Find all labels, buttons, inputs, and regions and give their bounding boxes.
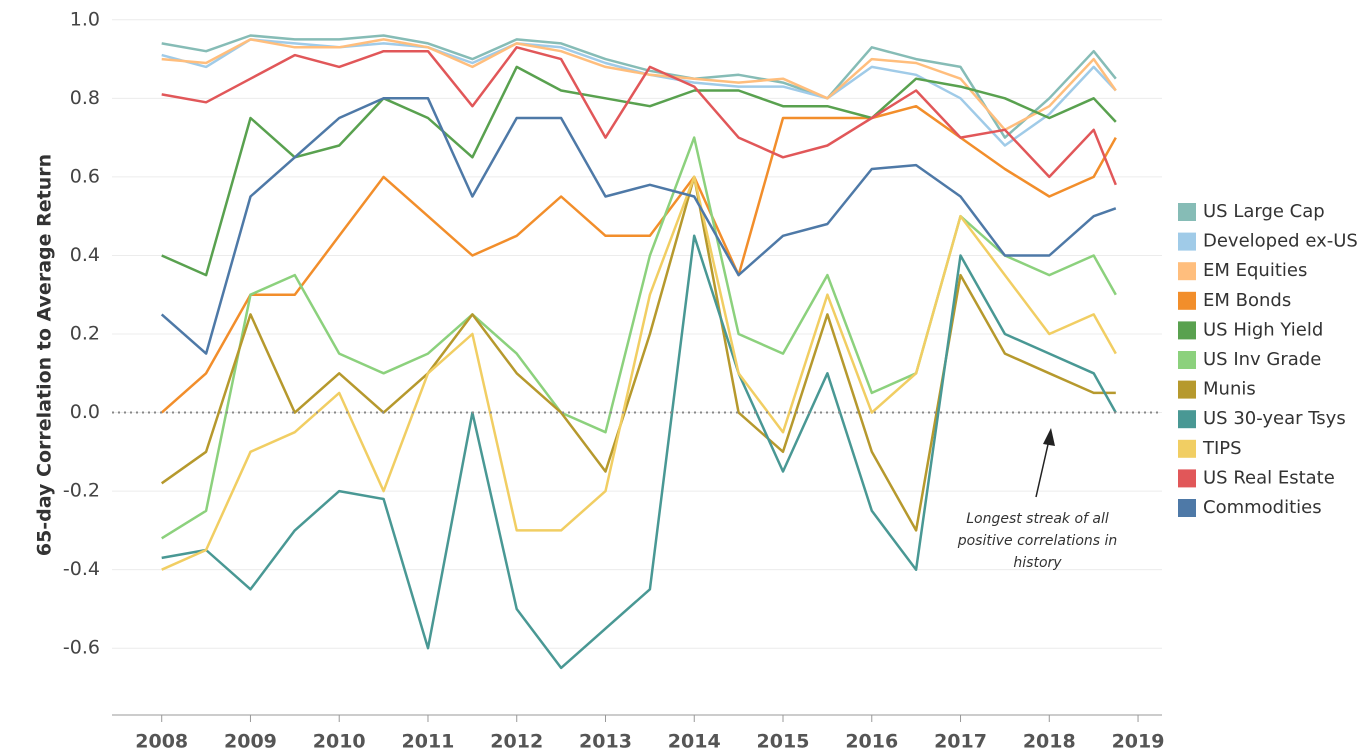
annotation-group: Longest streak of all positive correlati… — [957, 428, 1118, 571]
x-tick-label: 2017 — [934, 731, 987, 753]
series-line — [160, 175, 1116, 532]
series-line — [161, 46, 1117, 186]
x-tick-label: 2011 — [402, 731, 455, 753]
legend-label: US Inv Grade — [1203, 349, 1321, 370]
legend-swatch — [1178, 380, 1196, 399]
legend-label: EM Bonds — [1203, 290, 1291, 311]
series-line — [161, 65, 1117, 277]
x-tick-label: 2012 — [490, 731, 543, 753]
legend-swatch — [1178, 262, 1196, 281]
annotation-arrow-line — [1035, 439, 1050, 498]
legend-label: US 30-year Tsys — [1203, 408, 1346, 429]
x-tick-label: 2010 — [313, 731, 366, 753]
y-tick-label: -0.6 — [63, 637, 100, 659]
x-tick-label: 2009 — [224, 731, 277, 753]
legend-swatch — [1178, 291, 1196, 310]
series-line — [161, 136, 1117, 540]
annotation: Longest streak of all positive correlati… — [957, 511, 1118, 571]
y-tick-label: 0.6 — [70, 165, 100, 187]
legend-label: TIPS — [1202, 438, 1242, 459]
x-tick-label: 2008 — [135, 731, 188, 753]
legend-swatch — [1178, 203, 1196, 221]
y-tick-label: 0.4 — [70, 244, 100, 266]
x-tick-label: 2014 — [668, 731, 721, 753]
legend-label: US Real Estate — [1203, 467, 1335, 488]
y-tick-label: -0.2 — [63, 480, 100, 502]
y-tick-label: 1.0 — [70, 8, 100, 30]
legend-label: Commodities — [1203, 497, 1322, 518]
legend-label: EM Equities — [1203, 260, 1307, 281]
x-tick-label: 2019 — [1112, 731, 1165, 753]
legend-swatch — [1178, 410, 1196, 429]
legend-label: US High Yield — [1203, 319, 1323, 340]
legend-swatch — [1178, 499, 1196, 517]
y-axis-label: 65-day Correlation to Average Return — [34, 154, 56, 556]
legend-swatch — [1178, 351, 1196, 369]
series-line — [161, 175, 1117, 571]
series-line — [161, 234, 1117, 670]
legend-swatch — [1178, 232, 1196, 251]
y-tick-label: 0.0 — [70, 401, 100, 423]
legend-label: Developed ex-US — [1203, 231, 1358, 252]
series-line — [160, 104, 1117, 414]
annotation-box: Longest streak of all positive correlati… — [957, 511, 1118, 571]
y-tick-label: 0.2 — [70, 323, 100, 345]
y-tick-label: -0.4 — [63, 558, 100, 580]
x-tick-label: 2018 — [1023, 731, 1076, 753]
x-tick-label: 2013 — [579, 731, 632, 753]
x-tick-label: 2016 — [845, 731, 898, 753]
legend-swatch — [1178, 469, 1196, 488]
legend-swatch — [1178, 439, 1196, 458]
y-tick-label: 0.8 — [70, 87, 100, 109]
annotation-arrow-head — [1043, 428, 1055, 446]
series-line — [160, 97, 1117, 355]
series-line — [161, 38, 1117, 132]
x-tick-label: 2015 — [757, 731, 810, 753]
legend-label: US Large Cap — [1203, 201, 1325, 222]
legend-label: Munis — [1203, 379, 1256, 400]
legend-swatch — [1178, 321, 1196, 340]
